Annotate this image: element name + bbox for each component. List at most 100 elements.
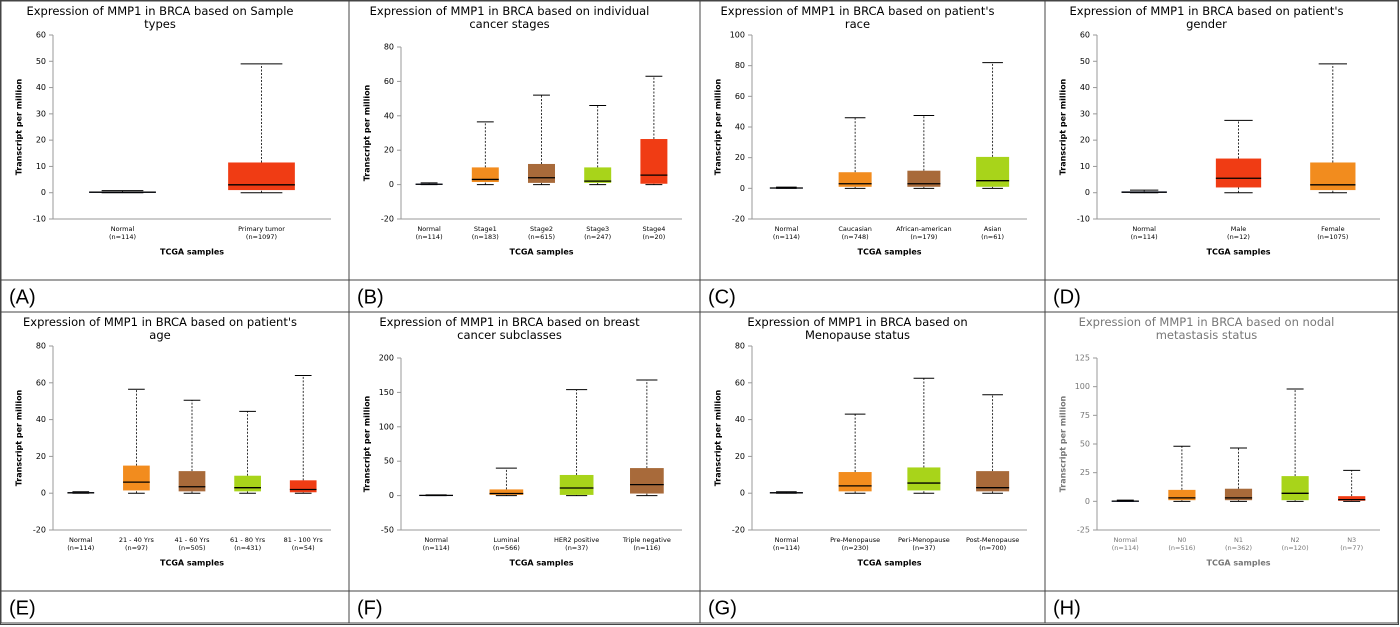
box (559, 474, 594, 495)
x-tick-label: 41 - 60 Yrs (174, 536, 210, 544)
y-tick-label: 0 (1085, 497, 1090, 506)
y-axis-label: Transcript per million (363, 395, 372, 492)
x-axis-label: TCGA samples (160, 559, 224, 568)
x-count-label: (n=114) (423, 544, 450, 552)
y-tick-label: 0 (389, 180, 394, 189)
box (907, 170, 941, 187)
x-tick-label: Normal (775, 225, 799, 233)
y-tick-label: 80 (36, 342, 46, 351)
x-count-label: (n=183) (472, 233, 499, 241)
x-count-label: (n=114) (773, 233, 800, 241)
box (489, 489, 524, 495)
title-box: Expression of MMP1 in BRCA based on pati… (23, 316, 297, 342)
x-axis-label: TCGA samples (1206, 248, 1270, 257)
chart-title: Expression of MMP1 in BRCA based on pati… (1069, 5, 1344, 31)
chart-title: Expression of MMP1 in BRCA based on Samp… (26, 5, 294, 31)
x-count-label: (n=37) (912, 544, 935, 552)
y-tick-label: 75 (1080, 411, 1090, 420)
y-axis-label: Transcript per million (1059, 78, 1068, 175)
y-tick-label: 0 (41, 188, 46, 197)
x-count-label: (n=700) (979, 544, 1006, 552)
box (630, 468, 664, 494)
x-tick-label: Pre-Menopause (830, 536, 880, 544)
x-tick-label: Normal (775, 536, 799, 544)
y-tick-label: 60 (384, 77, 394, 86)
box (838, 172, 872, 187)
y-tick-label: 50 (384, 457, 394, 466)
y-tick-label: 100 (379, 422, 394, 431)
box (228, 162, 295, 191)
title-box: Expression of MMP1 in BRCA based on indi… (370, 5, 650, 31)
box (976, 156, 1010, 187)
x-count-label: (n=566) (493, 544, 520, 552)
x-count-label: (n=114) (67, 544, 94, 552)
x-tick-label: 61 - 80 Yrs (230, 536, 266, 544)
x-tick-label: 81 - 100 Yrs (284, 536, 324, 544)
x-count-label: (n=116) (633, 544, 660, 552)
y-tick-label: -20 (732, 215, 745, 224)
x-tick-label: Asian (984, 225, 1002, 233)
box (234, 475, 261, 492)
x-tick-label: Primary tumor (238, 225, 285, 233)
box (289, 480, 317, 493)
x-axis-label: TCGA samples (160, 248, 224, 257)
y-tick-label: 40 (735, 415, 745, 424)
chart-title: Expression of MMP1 in BRCA based on pati… (720, 5, 995, 31)
y-axis-label: Transcript per million (363, 84, 372, 181)
x-tick-label: N3 (1347, 536, 1356, 544)
x-count-label: (n=362) (1225, 544, 1252, 552)
y-tick-label: 40 (36, 83, 46, 92)
y-tick-label: 10 (36, 162, 46, 171)
x-tick-label: Peri-Menopause (898, 536, 950, 544)
x-tick-label: African-american (896, 225, 951, 233)
y-tick-label: 50 (1080, 57, 1090, 66)
panel-label: (E) (9, 597, 36, 619)
y-tick-label: 60 (735, 378, 745, 387)
y-tick-label: 50 (36, 57, 46, 66)
y-tick-label: 20 (384, 146, 394, 155)
y-tick-label: 0 (740, 489, 745, 498)
panel-label: (D) (1053, 286, 1081, 308)
panel-label: (F) (357, 597, 383, 619)
y-tick-label: 80 (384, 43, 394, 52)
x-tick-label: Normal (1132, 225, 1156, 233)
x-count-label: (n=120) (1282, 544, 1309, 552)
y-tick-label: 60 (36, 378, 46, 387)
box (1310, 162, 1356, 191)
chart-title: Expression of MMP1 in BRCA based on pati… (23, 316, 297, 342)
y-tick-label: 200 (379, 354, 394, 363)
x-tick-label: Stage1 (474, 225, 497, 233)
box (1224, 488, 1253, 501)
y-tick-label: 30 (1080, 109, 1090, 118)
x-count-label: (n=61) (981, 233, 1004, 241)
y-axis-label: Transcript per million (714, 389, 723, 486)
x-count-label: (n=1097) (246, 233, 277, 241)
y-tick-label: 0 (389, 491, 394, 500)
x-axis-label: TCGA samples (509, 248, 573, 257)
box (838, 472, 872, 492)
box (178, 471, 206, 492)
x-count-label: (n=516) (1168, 544, 1195, 552)
y-tick-label: 20 (1080, 136, 1090, 145)
y-tick-label: 100 (1075, 382, 1090, 391)
y-tick-label: 20 (735, 452, 745, 461)
title-box: Expression of MMP1 in BRCA based on pati… (1069, 5, 1344, 31)
x-count-label: (n=114) (773, 544, 800, 552)
y-axis-label: Transcript per million (15, 389, 24, 486)
y-tick-label: 60 (36, 31, 46, 40)
x-count-label: (n=114) (1131, 233, 1158, 241)
x-axis-label: TCGA samples (1206, 559, 1270, 568)
title-box: Expression of MMP1 in BRCA based on Meno… (747, 316, 967, 342)
box (1215, 158, 1262, 188)
panel-label: (H) (1053, 597, 1081, 619)
box (528, 163, 555, 183)
y-tick-label: -25 (1077, 526, 1090, 535)
x-count-label: (n=1075) (1317, 233, 1348, 241)
box (1281, 476, 1309, 501)
y-tick-label: 80 (735, 342, 745, 351)
y-tick-label: 30 (36, 109, 46, 118)
panel-label: (B) (357, 286, 384, 308)
x-tick-label: Stage4 (642, 225, 665, 233)
y-tick-label: -10 (1077, 215, 1090, 224)
